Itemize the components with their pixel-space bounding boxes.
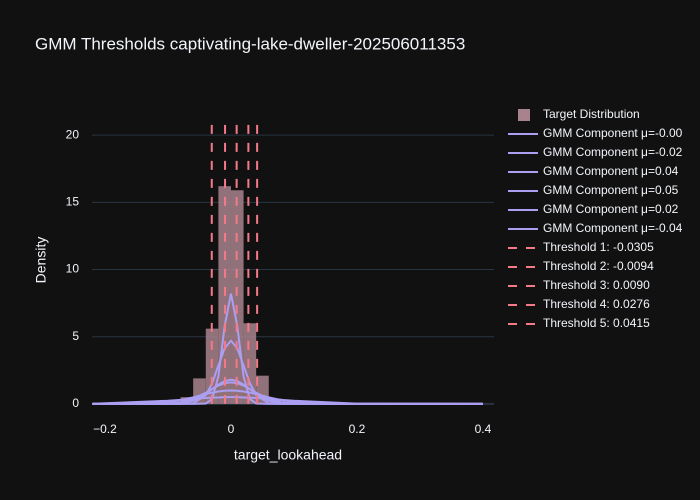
legend-label: Threshold 1: -0.0305 (543, 240, 654, 254)
chart-title: GMM Thresholds captivating-lake-dweller-… (35, 34, 465, 53)
x-tick-label: 0 (228, 422, 235, 436)
x-axis-title: target_lookahead (234, 447, 342, 463)
y-axis-title: Density (33, 237, 49, 284)
legend-label: Threshold 5: 0.0415 (543, 316, 650, 330)
legend-label: Threshold 2: -0.0094 (543, 259, 654, 273)
legend-label: GMM Component μ=-0.02 (543, 145, 683, 159)
x-tick-label: 0.4 (475, 422, 492, 436)
gmm-curve (92, 396, 483, 405)
legend-label: GMM Component μ=0.02 (543, 202, 679, 216)
legend-label: Threshold 4: 0.0276 (543, 297, 650, 311)
legend-label: Threshold 3: 0.0090 (543, 278, 650, 292)
y-tick-label: 0 (72, 396, 79, 410)
y-tick-label: 15 (66, 195, 80, 209)
legend-label: GMM Component μ=-0.04 (543, 221, 683, 235)
legend-label: GMM Component μ=-0.00 (543, 126, 683, 140)
legend-label: GMM Component μ=0.05 (543, 183, 679, 197)
legend-label: Target Distribution (543, 107, 640, 121)
x-tick-label: −0.2 (93, 422, 117, 436)
legend-swatch (518, 109, 530, 121)
y-tick-label: 20 (66, 127, 80, 141)
x-tick-label: 0.2 (349, 422, 366, 436)
histogram-bar (243, 323, 257, 404)
legend-label: GMM Component μ=0.04 (543, 164, 679, 178)
y-tick-label: 5 (72, 329, 79, 343)
y-tick-label: 10 (66, 262, 80, 276)
